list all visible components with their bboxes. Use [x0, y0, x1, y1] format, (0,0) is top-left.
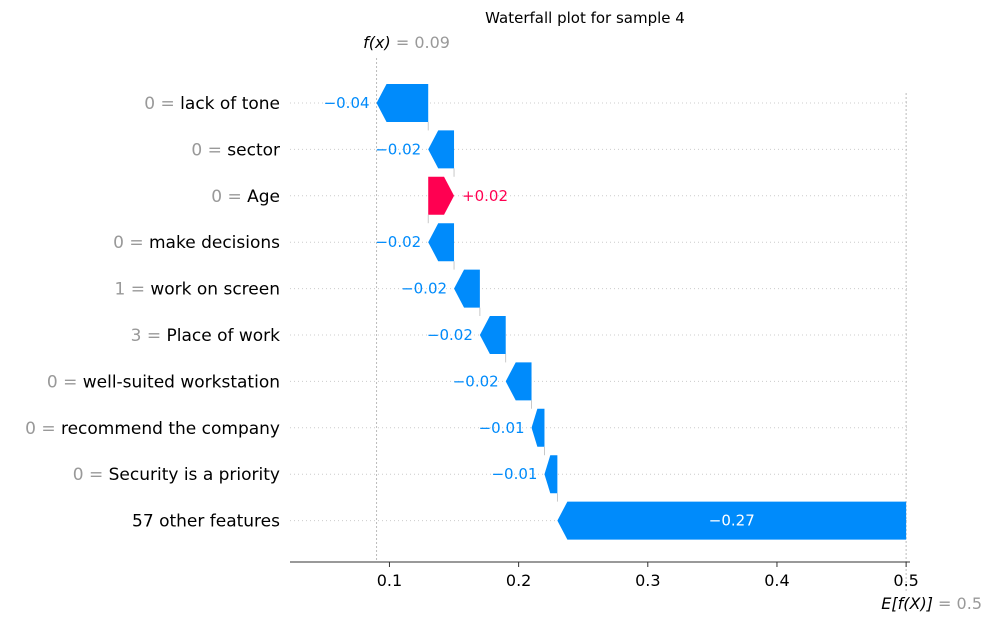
- fx-label: f(x) = 0.09: [363, 33, 450, 52]
- x-tick-label: 0.4: [764, 571, 789, 590]
- bar-value-label: −0.27: [709, 512, 755, 530]
- bar-value-label: −0.02: [375, 140, 421, 158]
- x-tick-label: 0.2: [506, 571, 531, 590]
- bar-value-label: −0.02: [401, 280, 447, 298]
- bar-value-label: −0.01: [491, 465, 537, 483]
- bar-value-label: −0.02: [453, 372, 499, 390]
- feature-label: 1 = work on screen: [114, 280, 280, 300]
- feature-label: 57 other features: [132, 512, 280, 532]
- x-tick-label: 0.5: [893, 571, 918, 590]
- feature-label: 3 = Place of work: [131, 326, 281, 346]
- x-tick-label: 0.3: [635, 571, 660, 590]
- feature-label: 0 = Security is a priority: [73, 465, 280, 485]
- feature-label: 0 = recommend the company: [25, 419, 280, 439]
- waterfall-bar: [428, 130, 455, 169]
- bar-value-label: +0.02: [462, 187, 508, 205]
- waterfall-bar: [505, 362, 532, 401]
- feature-label: 0 = sector: [191, 140, 280, 160]
- waterfall-bar: [454, 269, 480, 308]
- base-value-label: E[f(X)] = 0.5: [881, 594, 982, 613]
- waterfall-bar: [428, 176, 455, 215]
- feature-label: 0 = Age: [211, 187, 280, 207]
- chart-title: Waterfall plot for sample 4: [485, 9, 685, 27]
- waterfall-bar: [531, 408, 545, 447]
- waterfall-bar: [557, 501, 907, 540]
- waterfall-bar: [544, 455, 558, 494]
- bar-value-label: −0.02: [427, 326, 473, 344]
- waterfall-bar: [428, 223, 455, 262]
- bar-value-label: −0.01: [479, 419, 525, 437]
- bar-value-label: −0.02: [375, 233, 421, 251]
- feature-label: 0 = lack of tone: [144, 94, 280, 114]
- waterfall-bar: [479, 316, 506, 354]
- x-tick-label: 0.1: [377, 571, 402, 590]
- waterfall-bar: [376, 84, 429, 122]
- feature-label: 0 = make decisions: [113, 233, 280, 253]
- bar-value-label: −0.04: [324, 94, 370, 112]
- feature-label: 0 = well-suited workstation: [47, 372, 280, 392]
